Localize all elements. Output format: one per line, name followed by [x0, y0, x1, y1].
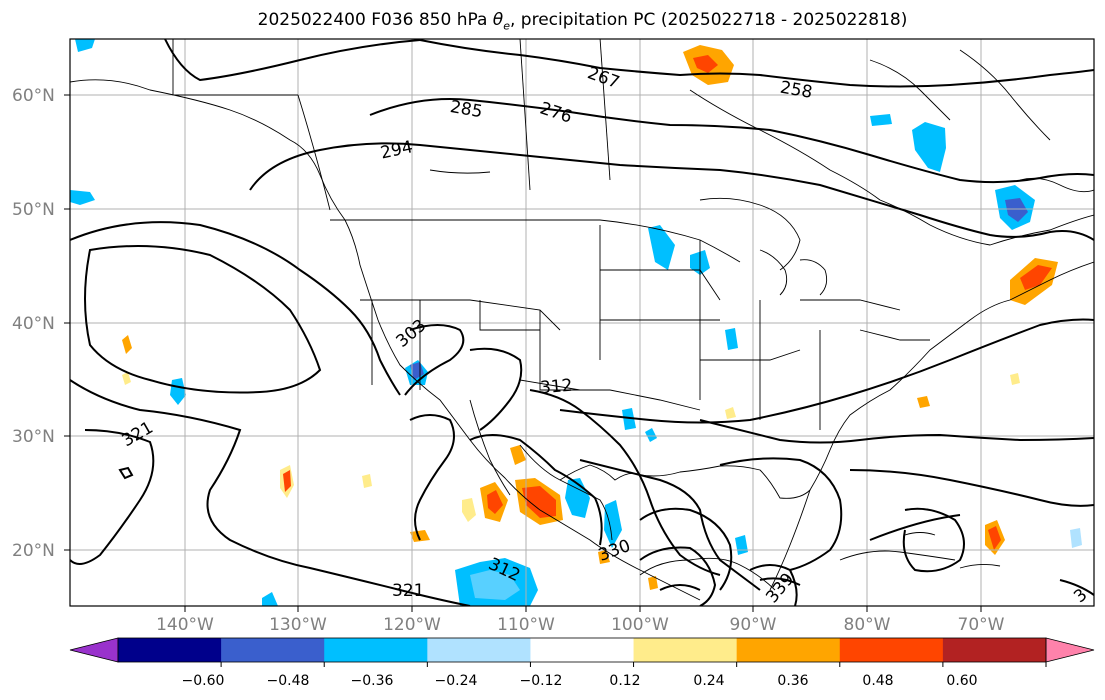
colorbar-tick-label: 0.48 [862, 673, 893, 689]
lon-label: 100°W [611, 615, 669, 635]
precip-patch-negative [410, 362, 424, 380]
precip-patch-negative [1005, 198, 1028, 222]
precip-patch-negative [735, 535, 748, 555]
contour-label: 267 [585, 63, 622, 93]
precip-patch-positive [598, 550, 610, 564]
precip-patch-positive [988, 526, 1001, 550]
precip-patch-positive [1010, 373, 1020, 385]
precip-patch-positive [487, 490, 503, 514]
precip-patch-positive [522, 486, 556, 518]
precip-patch-positive [362, 474, 372, 488]
colorbar-tick-label: 0.60 [946, 673, 977, 689]
colorbar-segment [633, 638, 738, 662]
lon-label: 110°W [497, 615, 555, 635]
colorbar [69, 637, 1095, 667]
lon-label: 130°W [269, 615, 327, 635]
precip-patch-positive [283, 470, 291, 492]
lat-label: 50°N [12, 200, 55, 220]
colorbar-extend-low [69, 637, 119, 663]
contour-label: 303 [393, 316, 431, 352]
lon-label: 140°W [156, 615, 214, 635]
colorbar-outline [117, 637, 1047, 663]
contour-label: 312 [539, 376, 573, 399]
precip-patch-negative [70, 190, 95, 205]
graticule [70, 39, 1094, 606]
lat-label: 20°N [12, 541, 55, 561]
precip-patch-negative [604, 500, 622, 548]
precip-patch-negative [645, 428, 657, 442]
lon-label: 90°W [730, 615, 777, 635]
colorbar-tick-label: −0.36 [351, 673, 394, 689]
precip-patch-negative [262, 592, 278, 606]
precip-patch-positive [693, 55, 718, 73]
colorbar-segment [530, 638, 635, 662]
lat-label: 40°N [12, 314, 55, 334]
contour-label: 285 [449, 97, 484, 122]
lat-label: 30°N [12, 427, 55, 447]
precip-patch-negative [75, 39, 95, 52]
precip-patch-positive [410, 530, 430, 542]
latitude-labels: 60°N 50°N 40°N 30°N 20°N [12, 86, 55, 561]
colorbar-tick-label: −0.12 [520, 673, 563, 689]
colorbar-segment [118, 638, 222, 662]
longitude-labels: 140°W 130°W 120°W 110°W 100°W 90°W 80°W … [156, 615, 1005, 635]
colorbar-segment [221, 638, 325, 662]
precip-patch-negative [470, 570, 520, 600]
colorbar-tick-label: −0.48 [267, 673, 310, 689]
lon-label: 70°W [958, 615, 1005, 635]
precip-patch-positive [510, 445, 526, 465]
precip-patch-negative [1070, 528, 1082, 548]
contour-label: 258 [778, 78, 813, 103]
precip-patch-positive [122, 372, 131, 385]
colorbar-segment [427, 638, 531, 662]
colorbar-segment [324, 638, 428, 662]
precip-patch-negative [870, 114, 892, 126]
colorbar-segment [942, 638, 1047, 662]
colorbar-segment [839, 638, 944, 662]
colorbar-tick-label: 0.36 [777, 673, 808, 689]
precip-patch-positive [725, 407, 736, 419]
contour-label: 321 [392, 581, 424, 601]
contour-label: 3 [1070, 585, 1091, 607]
theta-e-contours [70, 39, 1094, 606]
lon-label: 120°W [383, 615, 441, 635]
contour-label: 276 [537, 98, 574, 127]
lon-label: 80°W [844, 615, 891, 635]
precip-patch-negative [912, 122, 946, 172]
colorbar-tick-label: −0.24 [435, 673, 478, 689]
precip-patch-positive [122, 335, 132, 354]
precip-patch-positive [648, 576, 658, 590]
colorbar-segment [736, 638, 841, 662]
precip-patch-positive [917, 396, 930, 408]
colorbar-tick-labels: −0.60 −0.48 −0.36 −0.24 −0.12 0.12 0.24 … [182, 673, 978, 689]
map-title: 2025022400 F036 850 hPa θe, precipitatio… [257, 10, 908, 33]
contour-label: 294 [379, 137, 415, 163]
axis-ticks [64, 94, 982, 612]
lat-label: 60°N [12, 86, 55, 106]
colorbar-extend-high [1045, 637, 1095, 663]
colorbar-tick-label: 0.24 [693, 673, 724, 689]
precip-patch-negative [648, 225, 675, 270]
precip-patch-positive [1020, 265, 1052, 290]
precip-patch-negative [622, 408, 636, 430]
precip-patch-negative [170, 378, 186, 405]
precip-patch-positive [462, 498, 476, 522]
precip-patch-negative [725, 328, 738, 350]
colorbar-tick-label: −0.60 [182, 673, 225, 689]
colorbar-tick-label: 0.12 [609, 673, 640, 689]
